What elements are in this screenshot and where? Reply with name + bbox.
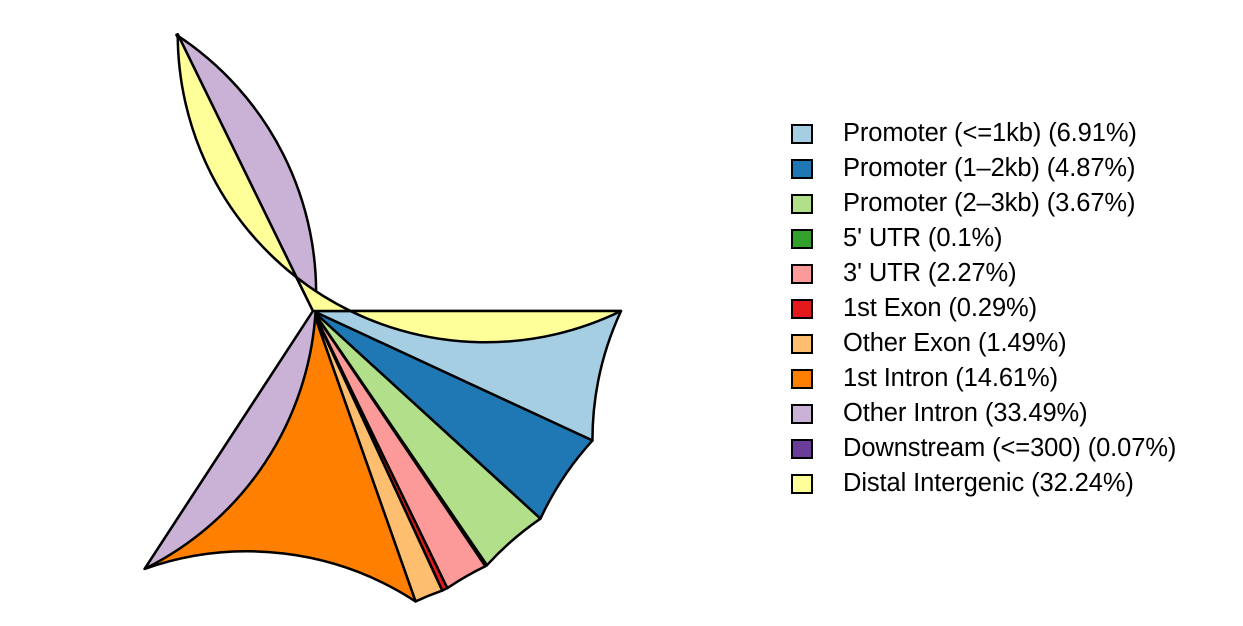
legend-swatch-icon xyxy=(791,333,813,354)
legend-item-label: Other Intron (33.49%) xyxy=(843,398,1088,427)
legend-item-label: 1st Exon (0.29%) xyxy=(843,293,1037,322)
legend-item[interactable]: 3' UTR (2.27%) xyxy=(791,256,1243,291)
legend-item-label: 5' UTR (0.1%) xyxy=(843,223,1003,252)
chart-legend: Promoter (<=1kb) (6.91%) Promoter (1–2kb)… xyxy=(791,116,1243,501)
legend-swatch-icon xyxy=(791,473,813,494)
legend-item[interactable]: Other Intron (33.49%) xyxy=(791,396,1243,431)
pie-slice[interactable] xyxy=(176,33,623,344)
pie-slice[interactable] xyxy=(143,309,417,603)
legend-item-label: 1st Intron (14.61%) xyxy=(843,363,1058,392)
legend-item[interactable]: Promoter (<=1kb) (6.91%) xyxy=(791,116,1243,151)
pie-slices-group xyxy=(143,33,623,603)
legend-swatch-icon xyxy=(791,438,813,459)
legend-item[interactable]: 5' UTR (0.1%) xyxy=(791,221,1243,256)
legend-item-label: Downstream (<=300) (0.07%) xyxy=(843,433,1177,462)
legend-item[interactable]: Distal Intergenic (32.24%) xyxy=(791,466,1243,501)
legend-item[interactable]: Promoter (1–2kb) (4.87%) xyxy=(791,151,1243,186)
legend-item-label: Distal Intergenic (32.24%) xyxy=(843,468,1134,497)
legend-swatch-icon xyxy=(791,158,813,179)
legend-item[interactable]: 1st Intron (14.61%) xyxy=(791,361,1243,396)
legend-swatch-icon xyxy=(791,368,813,389)
legend-item[interactable]: Promoter (2–3kb) (3.67%) xyxy=(791,186,1243,221)
pie-plot-area xyxy=(143,33,623,603)
legend-item-label: Other Exon (1.49%) xyxy=(843,328,1067,357)
legend-item-label: 3' UTR (2.27%) xyxy=(843,258,1017,287)
legend-swatch-icon xyxy=(791,123,813,144)
legend-swatch-icon xyxy=(791,228,813,249)
legend-swatch-icon xyxy=(791,193,813,214)
legend-item[interactable]: Other Exon (1.49%) xyxy=(791,326,1243,361)
legend-swatch-icon xyxy=(791,298,813,319)
legend-swatch-icon xyxy=(791,263,813,284)
legend-item-label: Promoter (1–2kb) (4.87%) xyxy=(843,153,1136,182)
legend-item-label: Promoter (2–3kb) (3.67%) xyxy=(843,188,1136,217)
legend-item[interactable]: 1st Exon (0.29%) xyxy=(791,291,1243,326)
pie-slice[interactable] xyxy=(311,309,623,442)
pie-svg xyxy=(143,33,623,603)
legend-item[interactable]: Downstream (<=300) (0.07%) xyxy=(791,431,1243,466)
legend-swatch-icon xyxy=(791,403,813,424)
legend-item-label: Promoter (<=1kb) (6.91%) xyxy=(843,118,1137,147)
